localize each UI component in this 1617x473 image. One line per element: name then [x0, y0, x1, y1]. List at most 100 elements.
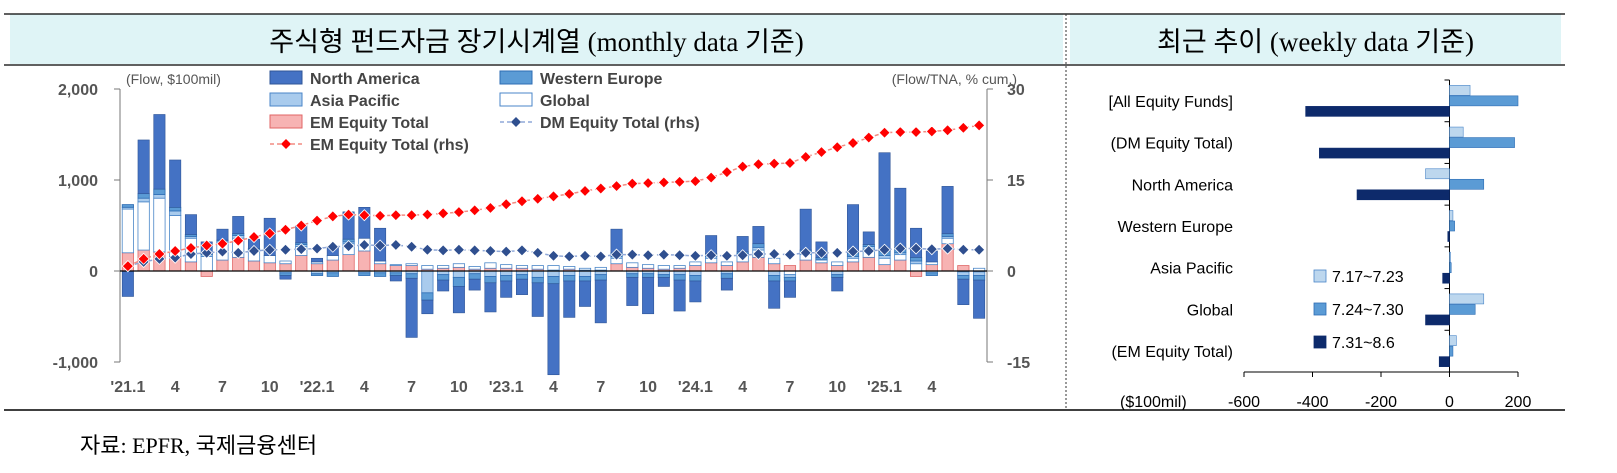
right-panel-header: 최근 추이 (weekly data 기준): [1070, 14, 1561, 64]
bar-north-america: [421, 299, 434, 315]
bar-north-america: [232, 216, 245, 234]
left-panel-header: 주식형 펀드자금 장기시계열 (monthly data 기준): [10, 14, 1063, 64]
em-rhs-point: [878, 126, 891, 139]
bar-north-america: [799, 208, 812, 251]
bar-global: [452, 263, 465, 268]
dm-rhs-point: [405, 240, 418, 253]
em-rhs-point: [705, 171, 718, 184]
bar-em-equity-total: [342, 254, 355, 272]
dm-rhs-point: [326, 240, 339, 253]
bar-north-america: [563, 280, 576, 318]
legend-swatch: [499, 92, 533, 107]
em-rhs-point: [295, 219, 308, 232]
dm-rhs-point: [468, 244, 481, 257]
bar-em-equity-total: [783, 265, 797, 272]
bar-western-europe: [421, 292, 434, 301]
bar-western-europe: [720, 273, 733, 279]
dm-rhs-point: [295, 243, 308, 256]
right-axis-unit: (Flow/TNA, % cum.): [892, 71, 1017, 87]
bar-em-equity-total: [610, 263, 623, 272]
bar-western-europe: [547, 276, 560, 285]
x-tick-label: 4: [549, 379, 558, 396]
em-rhs-point: [263, 227, 276, 240]
bar-global: [657, 265, 670, 270]
x-tick-label: 4: [360, 379, 369, 396]
x-tick-label: 4: [738, 379, 747, 396]
bar-western-europe: [531, 276, 544, 284]
dm-rhs-point: [263, 243, 276, 256]
dm-rhs-point: [484, 244, 497, 258]
bar-asia-pacific: [689, 270, 702, 276]
bar-global: [578, 267, 592, 271]
hbar-7.17~7.23: [1449, 85, 1471, 96]
bar-western-europe: [563, 275, 576, 282]
right-x-tick-label: 200: [1505, 394, 1532, 411]
em-rhs-point: [846, 136, 860, 150]
bar-western-europe: [137, 193, 150, 199]
dm-rhs-point: [736, 249, 749, 262]
bar-western-europe: [752, 243, 765, 248]
left-chart-bars: [120, 114, 987, 376]
bar-em-equity-total: [374, 263, 387, 272]
em-rhs-point: [752, 158, 765, 171]
bar-em-equity-total: [263, 262, 276, 272]
bar-global: [468, 266, 481, 270]
bar-global: [437, 265, 450, 269]
x-tick-label: '24.1: [678, 379, 713, 396]
hbar-7.31~8.6: [1447, 231, 1450, 242]
bar-asia-pacific: [137, 197, 150, 203]
bar-global: [484, 262, 497, 269]
category-label: (EM Equity Total): [1111, 344, 1233, 361]
bar-north-america: [768, 280, 781, 309]
legend-marker: [511, 117, 521, 127]
dm-rhs-point: [531, 246, 544, 259]
right-x-tick-label: -200: [1365, 394, 1397, 411]
dm-rhs-point: [799, 246, 812, 259]
bar-western-europe: [925, 272, 938, 276]
bar-em-equity-total: [389, 265, 402, 272]
right-tick-label: 0: [1007, 264, 1016, 281]
category-label: Western Europe: [1118, 219, 1233, 236]
x-tick-label: 10: [450, 379, 468, 396]
em-rhs-point: [326, 210, 339, 223]
em-rhs-point: [279, 223, 292, 236]
bar-em-equity-total: [815, 262, 828, 272]
bar-western-europe: [957, 275, 970, 280]
bar-north-america: [500, 280, 513, 298]
x-tick-label: 4: [927, 379, 936, 396]
em-rhs-point: [957, 121, 970, 134]
bar-em-equity-total: [689, 265, 702, 272]
dm-rhs-point: [374, 239, 387, 252]
right-legend-swatch: [1313, 302, 1327, 316]
right-legend-swatch: [1313, 269, 1327, 283]
bar-asia-pacific: [169, 210, 182, 216]
bar-global: [515, 265, 529, 269]
right-legend-swatch: [1313, 335, 1327, 349]
hbar-7.31~8.6: [1425, 314, 1450, 326]
right-chart-axes: -600 -400 -200 0 200 [All Equity Funds] (DM Eq…: [1109, 79, 1532, 411]
bar-em-equity-total: [831, 265, 844, 272]
em-rhs-point: [232, 234, 245, 247]
dm-rhs-point: [673, 249, 686, 262]
bar-global: [374, 260, 387, 265]
bar-north-america: [484, 282, 497, 313]
em-rhs-point: [925, 125, 938, 138]
em-rhs-point: [484, 201, 497, 214]
em-rhs-point: [657, 176, 670, 189]
bar-north-america: [973, 279, 986, 319]
dm-rhs-point: [768, 247, 781, 261]
em-rhs-point: [310, 214, 324, 227]
legend-label: Western Europe: [540, 71, 663, 88]
bar-em-equity-total: [720, 265, 733, 272]
bar-western-europe: [673, 274, 686, 281]
legend-label: Asia Pacific: [310, 93, 400, 110]
em-rhs-point: [358, 209, 371, 222]
bar-north-america: [452, 286, 465, 314]
bar-global: [831, 261, 844, 266]
bar-em-equity-total: [200, 270, 213, 277]
dm-rhs-point: [169, 251, 182, 264]
x-tick-label: 4: [171, 379, 180, 396]
hbar-7.31~8.6: [1305, 106, 1450, 117]
bar-north-america: [547, 283, 560, 376]
em-rhs-point: [626, 177, 639, 190]
